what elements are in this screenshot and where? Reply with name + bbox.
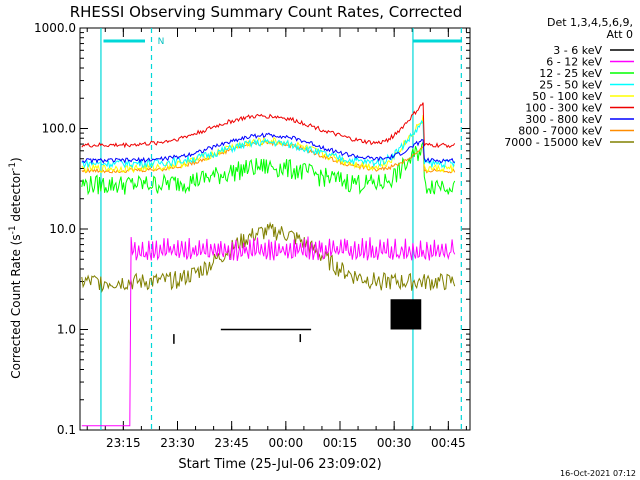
series-line-100-300keV bbox=[81, 102, 456, 149]
y-tick-label: 100.0 bbox=[42, 122, 76, 136]
legend-label: 7000 - 15000 keV bbox=[504, 136, 602, 149]
legend: Det 1,3,4,5,6,9, Att 0 bbox=[547, 16, 633, 41]
x-tick-label: 00:45 bbox=[431, 436, 466, 450]
series-line-7000-15000keV bbox=[81, 221, 456, 293]
series-line-25-50keV bbox=[81, 119, 456, 170]
x-tick-label: 00:00 bbox=[269, 436, 304, 450]
x-axis-label: Start Time (25-Jul-06 23:09:02) bbox=[178, 457, 381, 472]
x-tick-label: 23:45 bbox=[214, 436, 249, 450]
legend-label: 50 - 100 keV bbox=[532, 90, 602, 103]
series-line-300-800keV bbox=[81, 132, 455, 165]
legend-header-line-1: Det 1,3,4,5,6,9, bbox=[547, 16, 633, 29]
y-tick-label: 0.1 bbox=[57, 423, 76, 437]
footer-date: 16-Oct-2021 07:12 bbox=[560, 469, 636, 478]
x-tick-label: 00:30 bbox=[377, 436, 412, 450]
series-line-12-25keV bbox=[81, 140, 456, 196]
legend-label: 100 - 300 keV bbox=[525, 102, 602, 115]
series-block-3-6keV bbox=[390, 299, 422, 330]
legend-header-line-2: Att 0 bbox=[607, 28, 633, 41]
legend-label: 6 - 12 keV bbox=[546, 56, 602, 69]
legend-label: 12 - 25 keV bbox=[539, 67, 602, 80]
y-tick-label: 10.0 bbox=[49, 222, 76, 236]
y-tick-label: 1000.0 bbox=[34, 21, 76, 35]
series-line-6-12keV bbox=[81, 236, 456, 427]
y-tick-label: 1.0 bbox=[57, 323, 76, 337]
legend-label: 800 - 7000 keV bbox=[518, 125, 602, 138]
legend-label: 300 - 800 keV bbox=[525, 113, 602, 126]
y-axis-label: Corrected Count Rate (s-1 detector-1) bbox=[8, 157, 23, 378]
flag-label: N bbox=[158, 37, 165, 47]
legend-label: 25 - 50 keV bbox=[539, 79, 602, 92]
x-tick-label: 00:15 bbox=[323, 436, 358, 450]
x-tick-label: 23:30 bbox=[160, 436, 195, 450]
legend-label: 3 - 6 keV bbox=[553, 44, 602, 57]
chart-title: RHESSI Observing Summary Count Rates, Co… bbox=[70, 3, 463, 21]
x-tick-label: 23:15 bbox=[106, 436, 141, 450]
